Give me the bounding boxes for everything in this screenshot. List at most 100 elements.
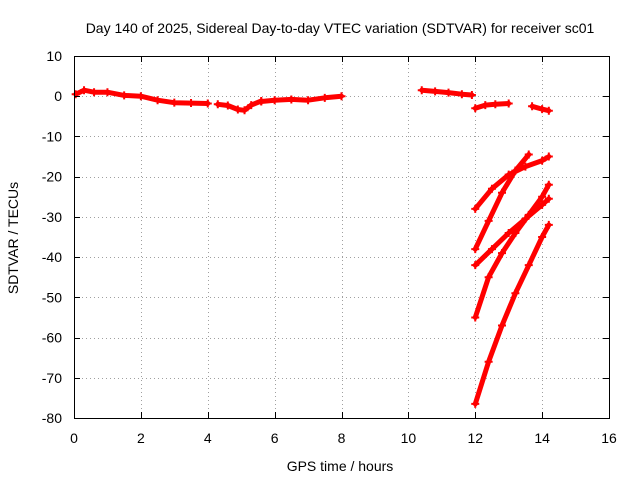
data-point bbox=[498, 249, 506, 258]
series-line bbox=[73, 87, 211, 106]
series-track-d bbox=[471, 180, 553, 322]
y-tick-label: -10 bbox=[42, 128, 62, 144]
data-point bbox=[484, 357, 493, 366]
y-tick-label: -20 bbox=[42, 169, 62, 185]
data-point bbox=[524, 150, 533, 159]
data-point bbox=[544, 152, 553, 161]
y-tick-label: 0 bbox=[54, 88, 62, 104]
data-point bbox=[484, 273, 493, 282]
x-tick-label: 6 bbox=[271, 430, 279, 446]
series-seg-morning bbox=[71, 86, 212, 108]
data-point bbox=[304, 96, 313, 105]
data-point bbox=[257, 97, 266, 106]
series-seg-14 bbox=[528, 102, 553, 115]
data-point bbox=[504, 228, 513, 237]
data-point bbox=[471, 313, 480, 322]
data-point bbox=[80, 86, 89, 95]
x-tick-label: 4 bbox=[204, 430, 212, 446]
x-tick-label: 16 bbox=[601, 430, 617, 446]
series-seg-12-13 bbox=[471, 99, 513, 113]
data-point bbox=[444, 88, 453, 97]
data-point bbox=[203, 99, 212, 108]
y-tick-label: -80 bbox=[42, 410, 62, 426]
series-seg-dip bbox=[213, 97, 266, 115]
y-tick-label: -40 bbox=[42, 249, 62, 265]
data-point bbox=[233, 105, 242, 114]
data-point bbox=[471, 204, 480, 213]
data-point bbox=[213, 100, 222, 109]
data-point bbox=[538, 233, 547, 241]
y-axis-label: SDTVAR / TECUs bbox=[5, 182, 21, 294]
y-tick-label: -30 bbox=[42, 209, 62, 225]
x-tick-label: 2 bbox=[137, 430, 145, 446]
data-point bbox=[153, 96, 162, 105]
data-point bbox=[187, 99, 196, 108]
data-point bbox=[504, 99, 513, 108]
x-tick-label: 0 bbox=[70, 430, 78, 446]
data-point bbox=[544, 194, 553, 203]
data-point bbox=[487, 184, 496, 193]
data-point bbox=[511, 166, 520, 175]
data-point bbox=[538, 200, 547, 209]
series-track-e bbox=[471, 220, 553, 408]
data-point bbox=[544, 180, 553, 189]
data-point bbox=[521, 162, 530, 171]
data-point bbox=[270, 96, 279, 105]
data-point bbox=[320, 93, 329, 102]
data-point bbox=[511, 228, 520, 237]
data-point bbox=[287, 95, 296, 104]
data-point bbox=[170, 98, 179, 107]
data-point bbox=[538, 192, 547, 201]
data-point bbox=[467, 91, 476, 100]
data-point bbox=[431, 87, 440, 96]
series-track-c bbox=[471, 194, 553, 270]
data-point bbox=[538, 105, 547, 114]
series-line bbox=[472, 101, 512, 111]
data-point bbox=[223, 101, 232, 110]
data-point bbox=[471, 104, 480, 113]
series-seg-after10 bbox=[417, 86, 476, 100]
data-point bbox=[484, 216, 493, 225]
x-tick-label: 14 bbox=[534, 430, 550, 446]
data-point bbox=[528, 102, 537, 111]
data-layer bbox=[71, 86, 553, 408]
series-line bbox=[472, 196, 552, 268]
data-point bbox=[471, 399, 480, 408]
series-seg-midday bbox=[257, 92, 346, 106]
data-point bbox=[524, 210, 533, 219]
y-tick-label: -60 bbox=[42, 330, 62, 346]
data-point bbox=[90, 88, 99, 97]
tick-layer: 0 2 4 6 8 10 12 14 16 10 0 -10 -20 -30 -40 -50 -60 -70 -80 bbox=[42, 48, 617, 446]
data-point bbox=[247, 101, 256, 110]
data-point bbox=[457, 90, 466, 99]
x-tick-label: 10 bbox=[401, 430, 417, 446]
y-tick-label: 10 bbox=[46, 48, 62, 64]
x-axis-label: GPS time / hours bbox=[287, 458, 394, 474]
data-point bbox=[120, 91, 129, 100]
data-point bbox=[544, 106, 553, 115]
data-point bbox=[498, 188, 506, 197]
data-point bbox=[487, 245, 496, 254]
data-point bbox=[544, 220, 553, 229]
data-point bbox=[337, 92, 346, 101]
y-tick-label: -50 bbox=[42, 289, 62, 305]
x-tick-label: 12 bbox=[467, 430, 483, 446]
chart-title: Day 140 of 2025, Sidereal Day-to-day VTE… bbox=[86, 20, 595, 36]
data-point bbox=[498, 321, 506, 330]
data-point bbox=[471, 245, 480, 254]
data-point bbox=[538, 156, 547, 165]
series-track-b bbox=[471, 150, 533, 254]
data-point bbox=[417, 86, 426, 95]
data-point bbox=[240, 106, 249, 115]
y-tick-label: -70 bbox=[42, 370, 62, 386]
data-point bbox=[491, 100, 500, 109]
data-point bbox=[103, 88, 112, 97]
x-tick-label: 8 bbox=[338, 430, 346, 446]
data-point bbox=[471, 261, 480, 270]
data-point bbox=[136, 92, 145, 101]
grid-layer bbox=[74, 56, 609, 418]
data-point bbox=[524, 261, 533, 270]
data-point bbox=[511, 289, 520, 298]
data-point bbox=[481, 101, 490, 110]
